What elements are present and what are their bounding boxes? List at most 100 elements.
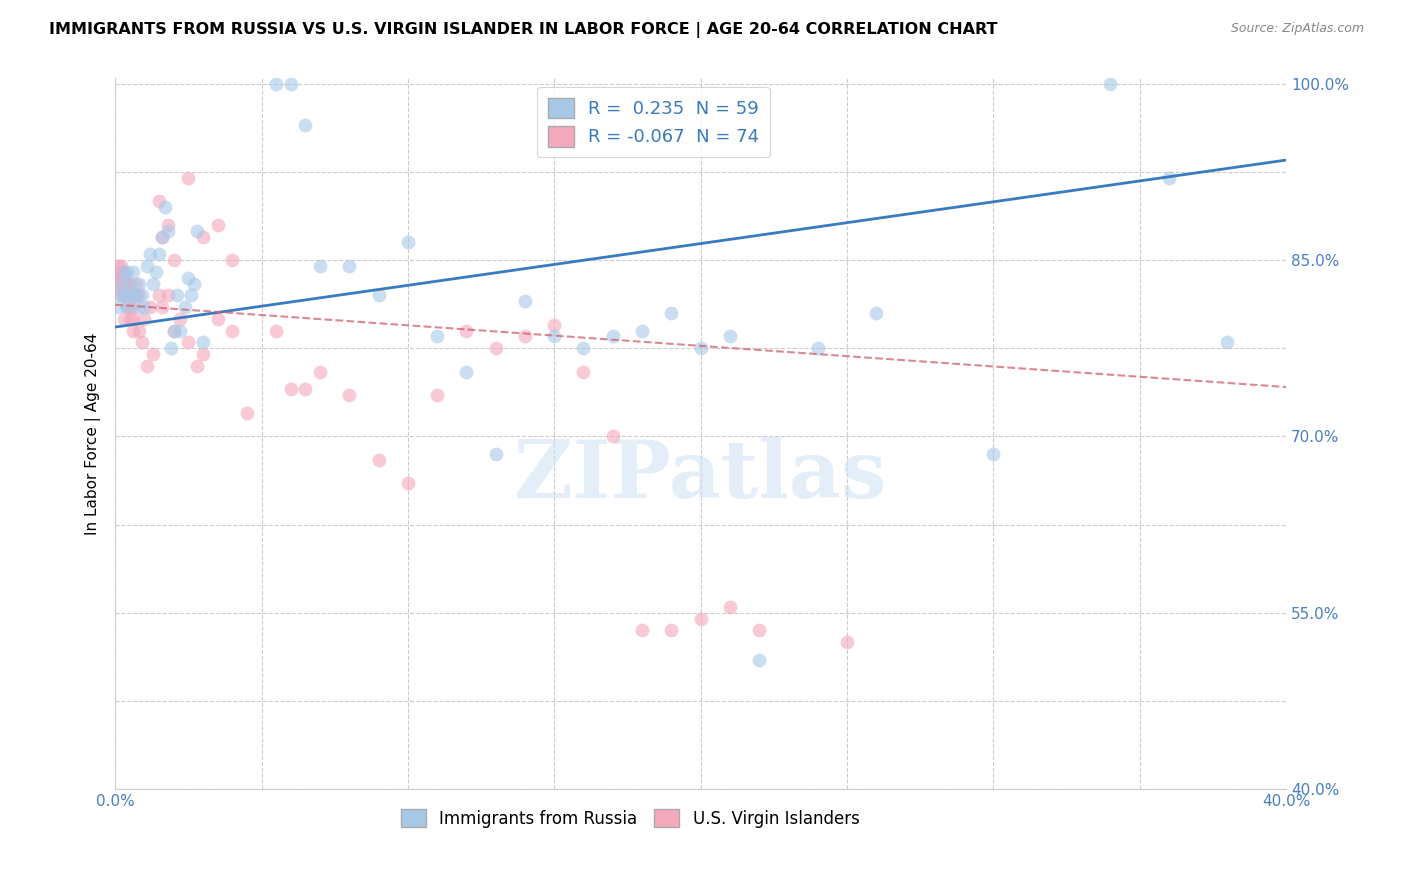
Point: [174, 300, 197, 314]
Point: [572, 365, 595, 379]
Point: [981, 447, 1004, 461]
Point: [121, 288, 143, 302]
Point: [426, 388, 449, 402]
Point: [367, 453, 389, 467]
Point: [337, 259, 360, 273]
Point: [1099, 77, 1122, 91]
Point: [807, 341, 830, 355]
Point: [191, 335, 214, 350]
Point: [1216, 335, 1239, 350]
Text: ZIPatlas: ZIPatlas: [515, 437, 887, 516]
Point: [543, 318, 565, 332]
Point: [121, 324, 143, 338]
Point: [163, 324, 186, 338]
Point: [513, 329, 536, 343]
Point: [110, 265, 132, 279]
Point: [485, 341, 508, 355]
Point: [118, 288, 141, 302]
Point: [221, 253, 243, 268]
Text: IMMIGRANTS FROM RUSSIA VS U.S. VIRGIN ISLANDER IN LABOR FORCE | AGE 20-64 CORREL: IMMIGRANTS FROM RUSSIA VS U.S. VIRGIN IS…: [49, 22, 998, 38]
Point: [221, 324, 243, 338]
Point: [142, 277, 165, 291]
Point: [118, 288, 141, 302]
Legend: Immigrants from Russia, U.S. Virgin Islanders: Immigrants from Russia, U.S. Virgin Isla…: [395, 802, 866, 834]
Point: [110, 288, 132, 302]
Point: [572, 341, 595, 355]
Point: [110, 259, 132, 273]
Point: [142, 347, 165, 361]
Point: [107, 270, 129, 285]
Point: [280, 383, 302, 397]
Point: [128, 277, 150, 291]
Point: [191, 347, 214, 361]
Point: [112, 288, 135, 302]
Point: [118, 311, 141, 326]
Point: [134, 311, 156, 326]
Point: [156, 288, 179, 302]
Point: [191, 229, 214, 244]
Point: [107, 277, 129, 291]
Point: [456, 365, 478, 379]
Point: [177, 270, 200, 285]
Point: [121, 311, 143, 326]
Point: [718, 599, 741, 614]
Point: [689, 612, 711, 626]
Point: [110, 270, 132, 285]
Point: [456, 324, 478, 338]
Point: [110, 277, 132, 291]
Point: [124, 288, 146, 302]
Point: [148, 194, 170, 209]
Point: [207, 311, 229, 326]
Point: [159, 341, 181, 355]
Point: [180, 288, 202, 302]
Point: [748, 653, 770, 667]
Point: [485, 447, 508, 461]
Point: [115, 300, 138, 314]
Point: [112, 288, 135, 302]
Point: [112, 265, 135, 279]
Point: [124, 277, 146, 291]
Point: [121, 265, 143, 279]
Point: [166, 288, 188, 302]
Point: [163, 253, 186, 268]
Point: [107, 265, 129, 279]
Point: [264, 324, 287, 338]
Point: [153, 200, 176, 214]
Point: [177, 335, 200, 350]
Point: [134, 300, 156, 314]
Point: [207, 218, 229, 232]
Point: [835, 635, 858, 649]
Point: [115, 265, 138, 279]
Point: [280, 77, 302, 91]
Point: [659, 624, 682, 638]
Point: [169, 311, 191, 326]
Text: Source: ZipAtlas.com: Source: ZipAtlas.com: [1230, 22, 1364, 36]
Point: [150, 300, 173, 314]
Point: [513, 294, 536, 309]
Point: [156, 218, 179, 232]
Point: [718, 329, 741, 343]
Point: [139, 300, 162, 314]
Point: [337, 388, 360, 402]
Point: [148, 247, 170, 261]
Point: [139, 247, 162, 261]
Point: [163, 324, 186, 338]
Point: [112, 270, 135, 285]
Point: [118, 277, 141, 291]
Point: [118, 300, 141, 314]
Point: [367, 288, 389, 302]
Point: [264, 77, 287, 91]
Point: [107, 300, 129, 314]
Point: [396, 476, 419, 491]
Point: [186, 224, 208, 238]
Point: [112, 282, 135, 296]
Point: [112, 277, 135, 291]
Point: [115, 300, 138, 314]
Point: [183, 277, 205, 291]
Point: [124, 288, 146, 302]
Point: [309, 365, 332, 379]
Point: [602, 329, 624, 343]
Point: [136, 259, 159, 273]
Point: [115, 288, 138, 302]
Point: [128, 324, 150, 338]
